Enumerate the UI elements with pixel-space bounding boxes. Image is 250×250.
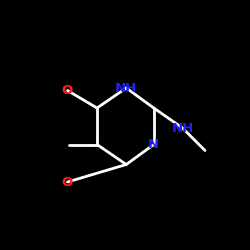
- Text: N: N: [148, 138, 159, 151]
- Text: NH: NH: [115, 82, 138, 94]
- Text: O: O: [62, 176, 73, 188]
- Text: NH: NH: [172, 122, 194, 134]
- Text: O: O: [62, 84, 73, 97]
